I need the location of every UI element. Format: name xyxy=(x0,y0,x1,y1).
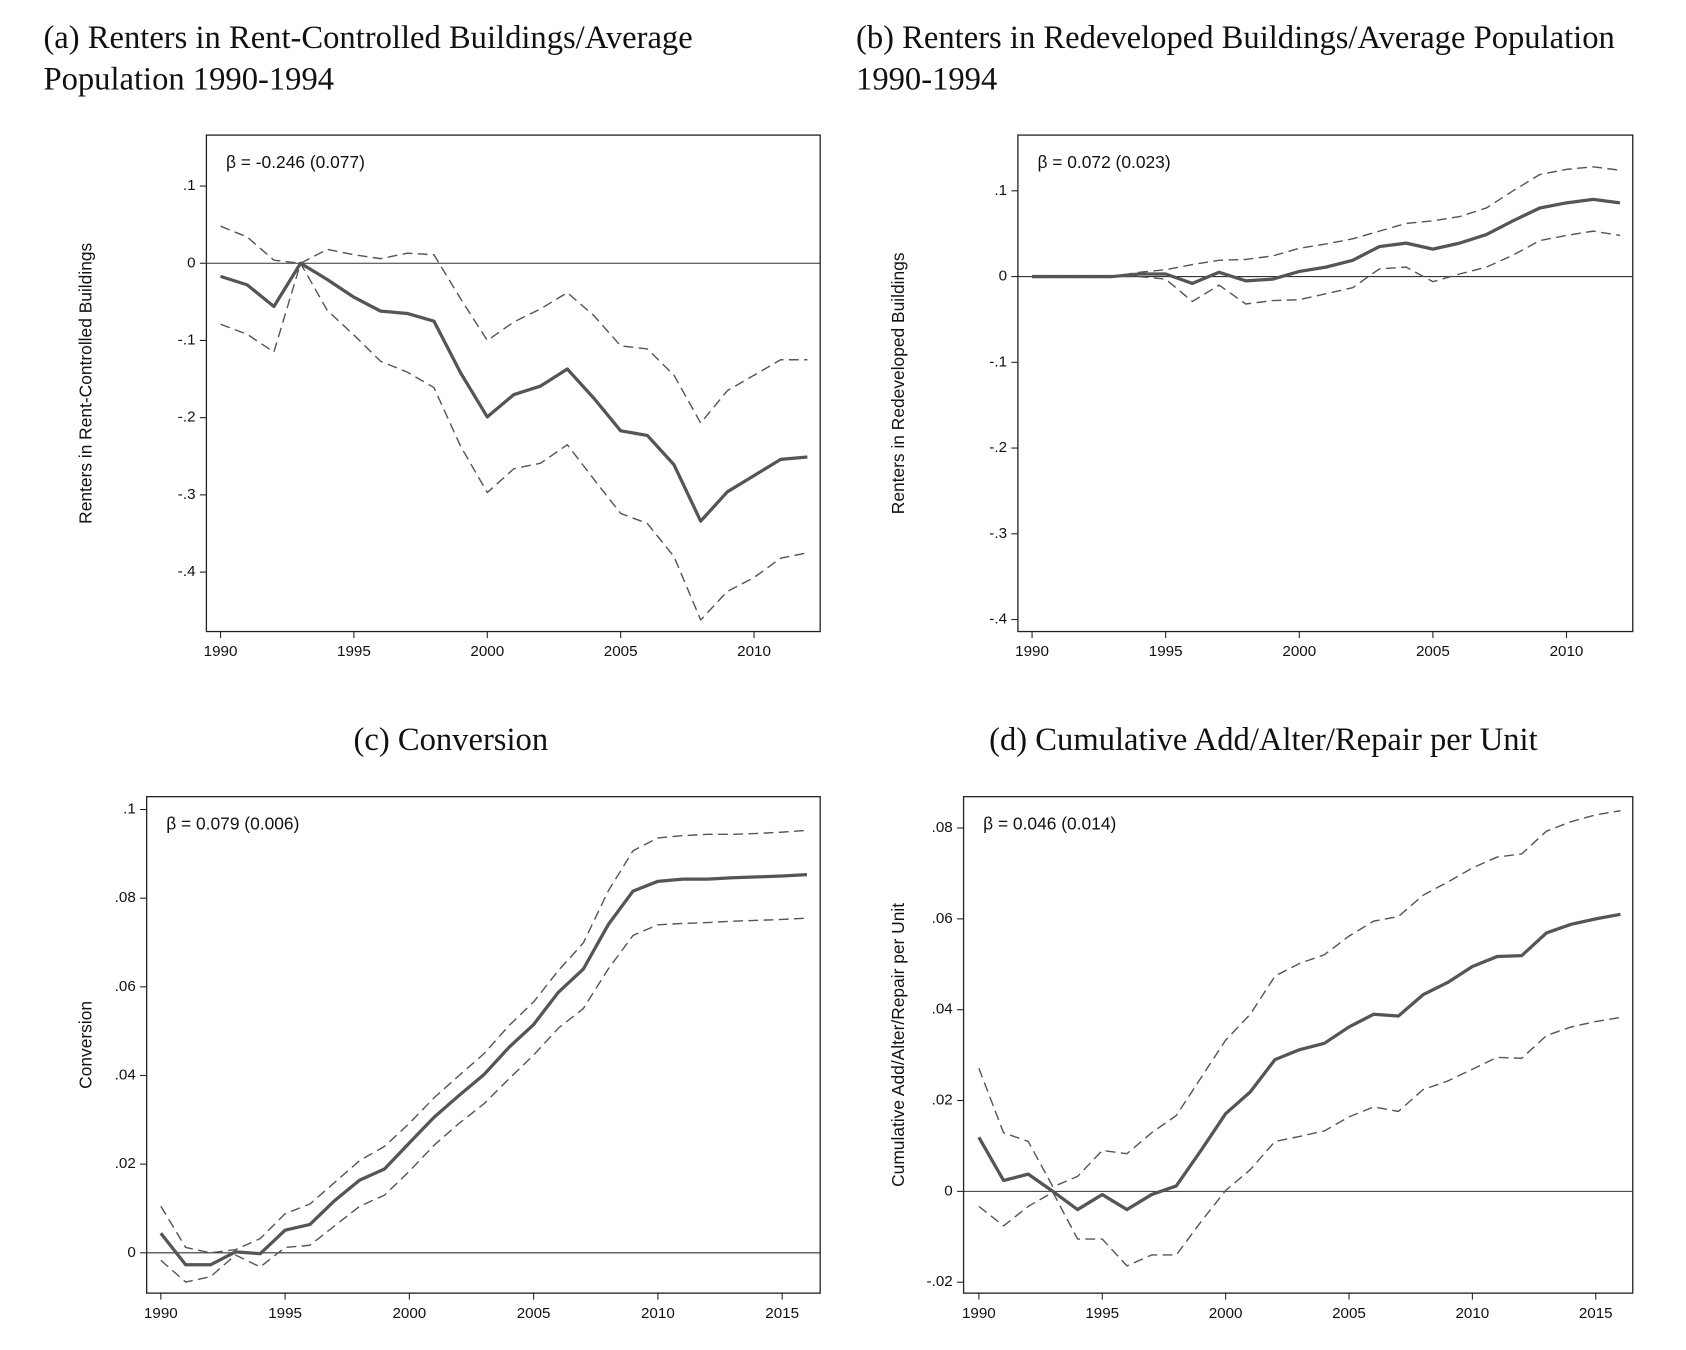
y-tick-label: 0 xyxy=(944,1182,952,1199)
y-tick-label: -.2 xyxy=(989,439,1007,456)
y-tick-label: .02 xyxy=(932,1092,953,1109)
x-tick-label: 2005 xyxy=(1332,1305,1366,1322)
panel: (c) Conversion 0 .02 .04 .06 .08 .1 1990 1995 200… xyxy=(76,721,821,1322)
x-tick-label: 1995 xyxy=(1149,643,1183,660)
y-axis-label: Conversion xyxy=(76,1001,96,1089)
y-tick-label: -.02 xyxy=(927,1273,953,1290)
plot-frame xyxy=(205,134,821,633)
chart-title: (c) Conversion xyxy=(353,721,549,758)
plot-frame xyxy=(962,796,1634,1294)
x-tick-label: 2015 xyxy=(765,1305,799,1322)
x-tick-label: 2010 xyxy=(737,643,771,660)
estimate-line xyxy=(159,873,808,1267)
confidence-line xyxy=(160,829,808,1254)
panel: (d) Cumulative Add/Alter/Repair per Unit… xyxy=(888,721,1634,1322)
y-tick-label: -.1 xyxy=(989,353,1007,370)
x-tick-label: 1990 xyxy=(1015,643,1049,660)
y-tick-label: -.3 xyxy=(989,525,1007,542)
y-tick-label: -.4 xyxy=(178,563,196,580)
x-tick-label: 1995 xyxy=(268,1305,302,1322)
y-axis-label: Renters in Redeveloped Buildings xyxy=(888,252,908,514)
y-tick-label: 0 xyxy=(187,254,195,271)
confidence-line xyxy=(220,225,808,424)
estimate-line xyxy=(220,261,808,523)
annotation: β = 0.079 (0.006) xyxy=(166,814,299,834)
y-tick-label: -.2 xyxy=(178,409,196,426)
y-tick-label: -.1 xyxy=(178,331,196,348)
y-tick-label: .04 xyxy=(115,1066,136,1083)
y-tick-label: 0 xyxy=(999,268,1007,285)
x-tick-label: 1990 xyxy=(962,1305,996,1322)
y-tick-label: -.3 xyxy=(178,486,196,503)
chart-title: (b) Renters in Redeveloped Buildings/Ave… xyxy=(856,19,1615,98)
y-tick-label: .04 xyxy=(932,1001,953,1018)
title-box: (b) Renters in Redeveloped Buildings/Ave… xyxy=(856,19,1615,98)
chart-title: (a) Renters in Rent-Controlled Buildings… xyxy=(43,19,693,98)
plot-frame xyxy=(1017,134,1634,633)
y-tick-label: .1 xyxy=(183,177,196,194)
panel: (a) Renters in Rent-Controlled Buildings… xyxy=(43,19,821,660)
estimate-line xyxy=(1032,197,1621,286)
title-box: (c) Conversion xyxy=(353,721,549,758)
plot-frame xyxy=(146,796,821,1294)
x-tick-label: 1990 xyxy=(204,643,238,660)
confidence-line xyxy=(978,810,1621,1188)
title-box: (d) Cumulative Add/Alter/Repair per Unit xyxy=(989,721,1538,758)
x-tick-label: 1995 xyxy=(337,643,371,660)
confidence-line xyxy=(978,1016,1621,1267)
y-tick-label: .1 xyxy=(994,182,1007,199)
x-tick-label: 2010 xyxy=(641,1305,675,1322)
x-tick-label: 2005 xyxy=(604,643,638,660)
confidence-line xyxy=(1032,166,1621,278)
x-tick-label: 2010 xyxy=(1550,643,1584,660)
annotation: β = 0.072 (0.023) xyxy=(1037,152,1170,172)
y-tick-label: .08 xyxy=(932,819,953,836)
confidence-line xyxy=(160,917,808,1283)
confidence-line xyxy=(1032,230,1621,305)
panel: (b) Renters in Redeveloped Buildings/Ave… xyxy=(856,19,1634,660)
annotation: β = -0.246 (0.077) xyxy=(226,152,365,172)
x-tick-label: 2015 xyxy=(1579,1305,1613,1322)
x-tick-label: 1995 xyxy=(1085,1305,1119,1322)
y-axis-label: Cumulative Add/Alter/Repair per Unit xyxy=(888,903,908,1187)
x-tick-label: 2000 xyxy=(1209,1305,1243,1322)
title-box: (a) Renters in Rent-Controlled Buildings… xyxy=(43,19,693,98)
annotation: β = 0.046 (0.014) xyxy=(983,814,1116,834)
y-tick-label: .02 xyxy=(115,1155,136,1172)
x-tick-label: 2005 xyxy=(517,1305,551,1322)
x-tick-label: 2010 xyxy=(1455,1305,1489,1322)
chart-title: (d) Cumulative Add/Alter/Repair per Unit xyxy=(989,721,1538,758)
y-tick-label: .06 xyxy=(115,978,136,995)
y-axis-label: Renters in Rent-Controlled Buildings xyxy=(76,242,96,523)
y-tick-label: -.4 xyxy=(989,611,1007,628)
estimate-line xyxy=(977,912,1621,1212)
x-tick-label: 1990 xyxy=(144,1305,178,1322)
y-tick-label: .08 xyxy=(115,889,136,906)
y-tick-label: 0 xyxy=(127,1244,135,1261)
y-tick-label: .06 xyxy=(932,910,953,927)
x-tick-label: 2000 xyxy=(1282,643,1316,660)
x-tick-label: 2005 xyxy=(1416,643,1450,660)
x-tick-label: 2000 xyxy=(470,643,504,660)
y-tick-label: .1 xyxy=(123,801,136,818)
confidence-line xyxy=(220,262,808,621)
x-tick-label: 2000 xyxy=(392,1305,426,1322)
